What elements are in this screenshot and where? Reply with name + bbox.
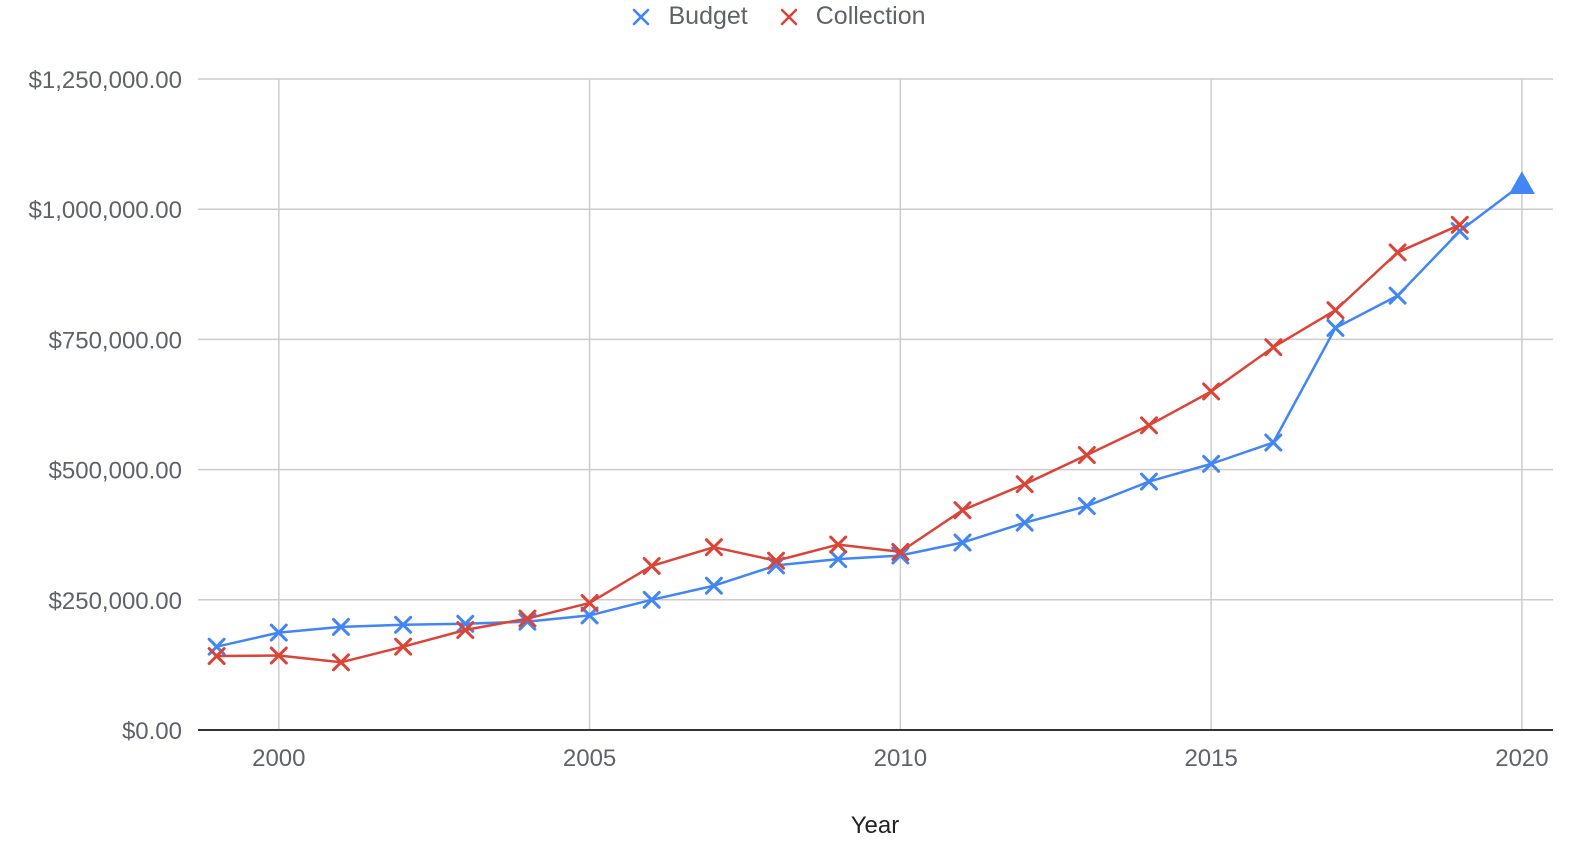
data-point[interactable] — [396, 639, 411, 654]
legend-label-collection: Collection — [816, 2, 926, 31]
data-point[interactable] — [1079, 499, 1094, 514]
x-tick-label: 2005 — [563, 745, 616, 772]
data-point[interactable] — [1079, 448, 1094, 463]
series-budget — [209, 171, 1535, 654]
y-tick-label: $0.00 — [122, 718, 182, 745]
data-point[interactable] — [1266, 435, 1281, 450]
legend-item-collection[interactable]: Collection — [778, 2, 926, 31]
data-point[interactable] — [1390, 245, 1405, 260]
legend-item-budget[interactable]: Budget — [630, 2, 747, 31]
y-tick-label: $500,000.00 — [49, 458, 182, 485]
x-tick-label: 2010 — [874, 745, 927, 772]
x-tick-label: 2020 — [1495, 745, 1548, 772]
data-point[interactable] — [1266, 340, 1281, 355]
x-axis-title: Year — [851, 812, 900, 839]
data-point[interactable] — [1328, 320, 1343, 335]
x-tick-label: 2015 — [1184, 745, 1237, 772]
y-tick-label: $1,000,000.00 — [29, 197, 182, 224]
series-line — [217, 184, 1522, 646]
legend: Budget Collection — [0, 2, 1576, 31]
tick-labels: $0.00 $250,000.00 $500,000.00 $750,000.00 $1… — [29, 67, 1549, 772]
y-tick-label: $1,250,000.00 — [29, 67, 182, 94]
data-point[interactable] — [1141, 474, 1156, 489]
data-point[interactable] — [1328, 303, 1343, 318]
series-layer — [209, 171, 1535, 670]
data-point[interactable] — [1017, 477, 1032, 492]
data-point-triangle[interactable] — [1509, 171, 1535, 194]
data-point[interactable] — [1141, 418, 1156, 433]
data-point[interactable] — [1390, 288, 1405, 303]
data-point[interactable] — [1017, 515, 1032, 530]
budget-x-marker-icon — [630, 6, 652, 28]
legend-label-budget: Budget — [668, 2, 747, 31]
gridlines — [198, 79, 1553, 730]
y-tick-label: $750,000.00 — [49, 327, 182, 354]
x-tick-label: 2000 — [252, 745, 305, 772]
y-tick-label: $250,000.00 — [49, 588, 182, 615]
collection-x-marker-icon — [778, 6, 800, 28]
data-point[interactable] — [955, 503, 970, 518]
series-collection — [209, 217, 1467, 669]
data-point[interactable] — [644, 558, 659, 573]
